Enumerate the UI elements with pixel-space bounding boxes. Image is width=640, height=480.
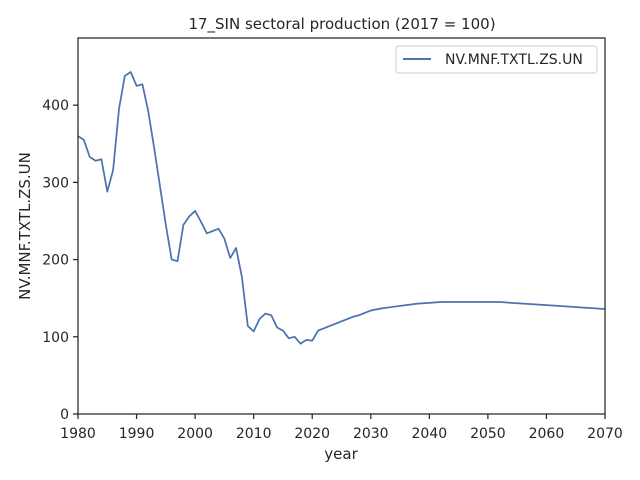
y-tick-label: 200 bbox=[42, 253, 69, 269]
x-tick-label: 2020 bbox=[294, 426, 330, 442]
x-axis-label: year bbox=[324, 445, 358, 463]
legend-entry-label: NV.MNF.TXTL.ZS.UN bbox=[445, 52, 583, 68]
x-tick-label: 2070 bbox=[587, 426, 623, 442]
y-axis-label: NV.MNF.TXTL.ZS.UN bbox=[16, 152, 34, 300]
x-tick-label: 2050 bbox=[470, 426, 506, 442]
y-tick-label: 300 bbox=[42, 175, 69, 191]
x-axis-ticks: 1980 1990 2000 2010 2020 2030 2040 2050 2060 2070 bbox=[60, 414, 623, 442]
chart-title: 17_SIN sectoral production (2017 = 100) bbox=[188, 15, 495, 34]
x-tick-label: 1990 bbox=[119, 426, 155, 442]
legend: NV.MNF.TXTL.ZS.UN bbox=[395, 45, 598, 74]
y-tick-label: 400 bbox=[42, 98, 69, 114]
x-tick-label: 2000 bbox=[177, 426, 213, 442]
x-tick-label: 2010 bbox=[236, 426, 272, 442]
x-tick-label: 2060 bbox=[529, 426, 565, 442]
x-tick-label: 2040 bbox=[412, 426, 448, 442]
y-tick-label: 100 bbox=[42, 330, 69, 346]
y-axis-ticks: 0 100 200 300 400 bbox=[42, 98, 78, 423]
x-tick-label: 1980 bbox=[60, 426, 96, 442]
plot-frame bbox=[77, 37, 606, 415]
legend-box bbox=[395, 45, 598, 74]
y-tick-label: 0 bbox=[60, 407, 69, 423]
x-tick-label: 2030 bbox=[353, 426, 389, 442]
series-line bbox=[77, 71, 606, 345]
plot-lines bbox=[77, 71, 606, 345]
